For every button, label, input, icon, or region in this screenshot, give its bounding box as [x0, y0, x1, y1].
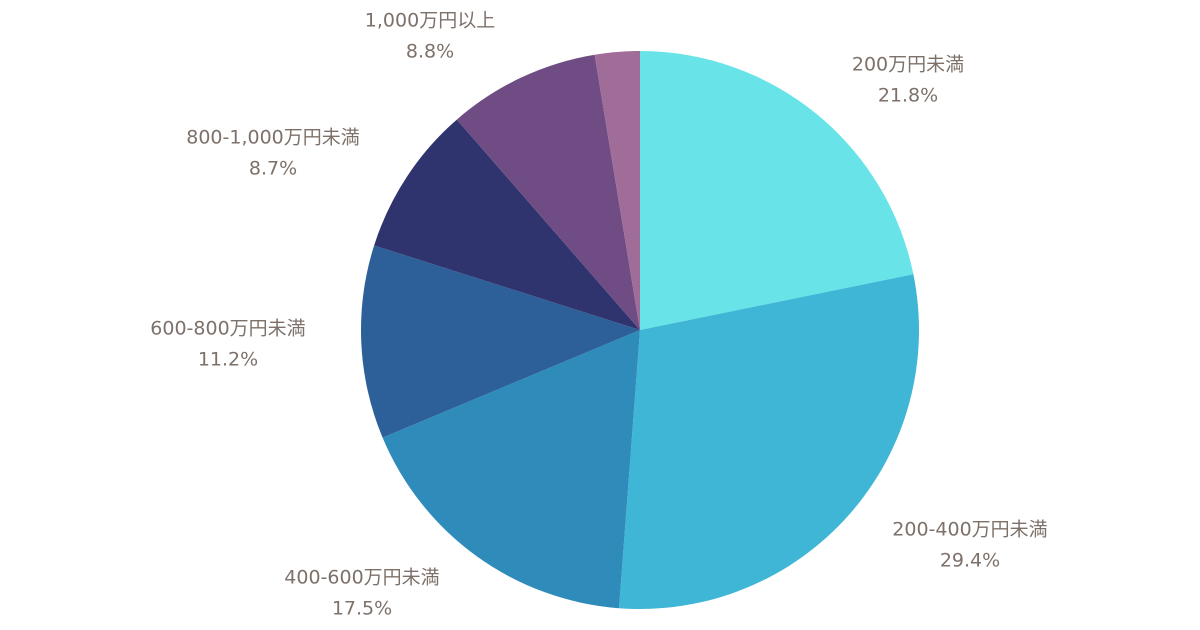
slice-label: 400-600万円未満 [284, 567, 439, 589]
pie-slice [618, 274, 919, 609]
slice-label: 200万円未満 [852, 54, 964, 76]
slice-label: 600-800万円未満 [150, 318, 305, 340]
slice-label: 1,000万円以上 [365, 10, 495, 32]
pie-slice [382, 330, 640, 609]
pie-slice [594, 51, 640, 330]
slice-label: 800-1,000万円未満 [186, 127, 360, 149]
slice-value-label: 29.4% [940, 550, 1000, 572]
slice-value-label: 21.8% [878, 85, 938, 107]
slice-value-label: 17.5% [332, 598, 392, 620]
pie-slice [640, 51, 914, 330]
slice-label: 200-400万円未満 [892, 519, 1047, 541]
pie-slice [374, 119, 640, 330]
slice-value-label: 8.7% [249, 158, 297, 180]
slice-value-label: 8.8% [406, 41, 454, 63]
pie-slice [361, 245, 640, 438]
slice-value-label: 11.2% [198, 349, 258, 371]
pie-slice [456, 54, 640, 330]
